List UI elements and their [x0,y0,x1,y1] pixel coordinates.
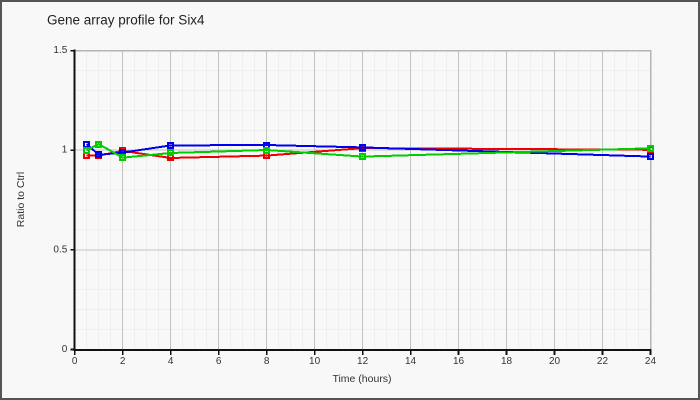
svg-text:Ratio to Ctrl: Ratio to Ctrl [15,172,27,227]
svg-text:20: 20 [549,356,561,367]
svg-text:18: 18 [501,356,513,367]
svg-text:10: 10 [309,356,321,367]
svg-text:16: 16 [453,356,465,367]
svg-text:6: 6 [216,356,222,367]
svg-text:14: 14 [405,356,417,367]
svg-text:24: 24 [645,356,657,367]
svg-text:0.5: 0.5 [53,244,67,255]
svg-text:Gene array profile for Six4: Gene array profile for Six4 [47,13,205,28]
svg-text:4: 4 [168,356,174,367]
svg-text:22: 22 [597,356,609,367]
svg-text:1.5: 1.5 [53,45,67,56]
svg-text:8: 8 [264,356,270,367]
svg-text:0: 0 [72,356,78,367]
svg-text:0: 0 [62,344,68,355]
svg-text:12: 12 [357,356,369,367]
svg-text:Time (hours): Time (hours) [332,373,391,385]
svg-text:2: 2 [120,356,126,367]
svg-text:1: 1 [62,145,68,156]
